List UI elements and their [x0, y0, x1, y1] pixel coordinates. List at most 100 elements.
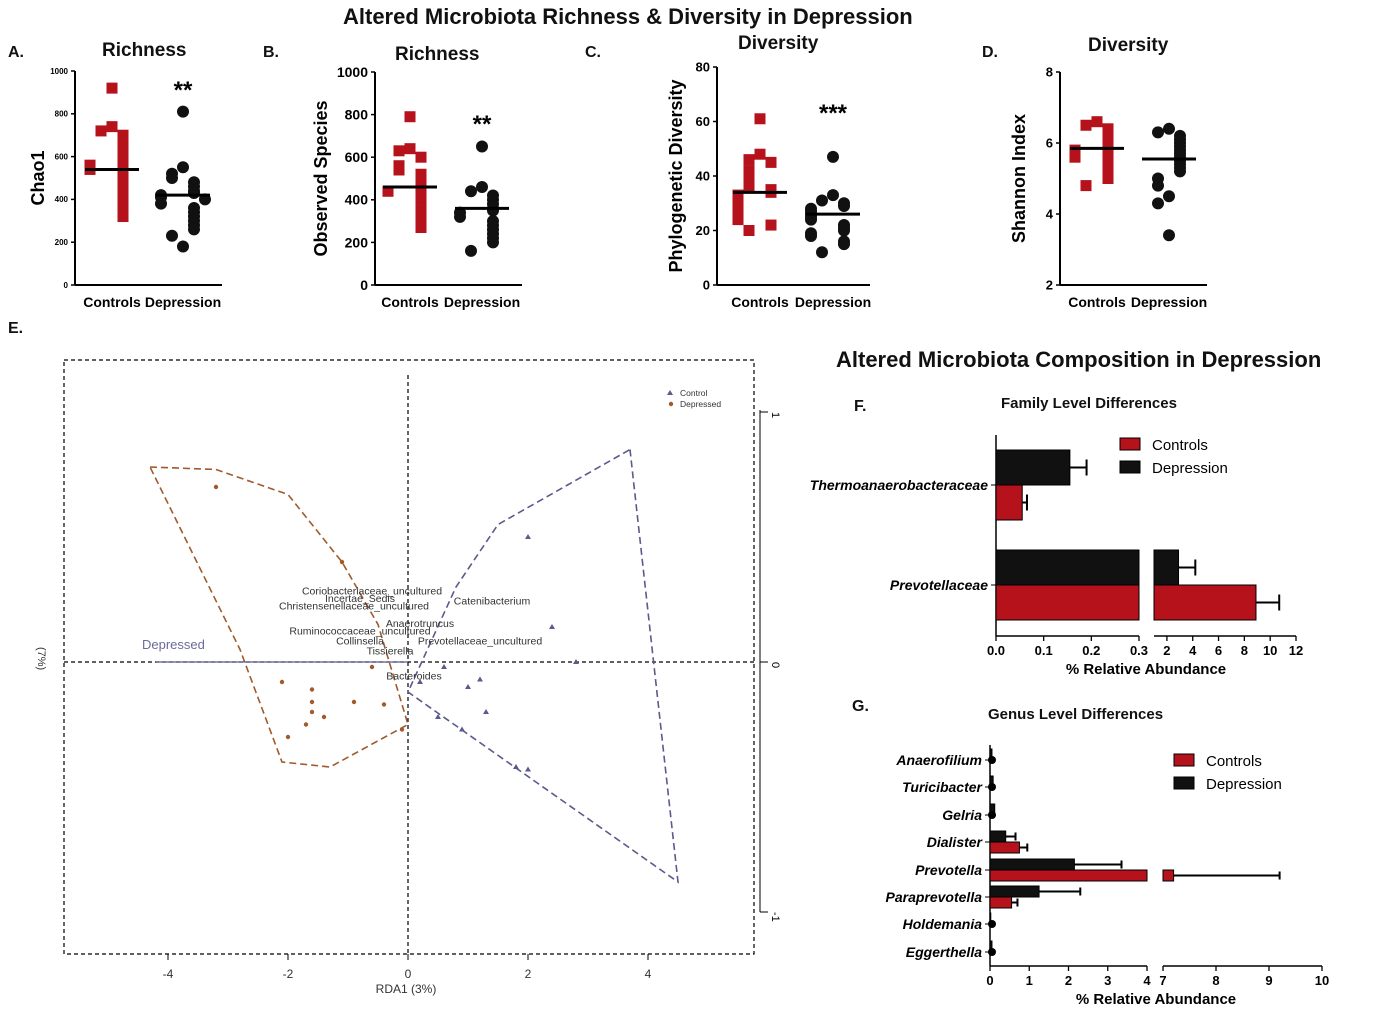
control-point [1080, 180, 1092, 192]
category-label: Prevotellaceae [890, 577, 988, 593]
y-tick-label: 0 [64, 281, 69, 290]
control-point [1080, 119, 1092, 131]
x-axis-label: % Relative Abundance [1076, 991, 1236, 1008]
x-axis-label: RDA1 (3%) [376, 982, 437, 996]
control-bar [989, 869, 1148, 882]
depression-point [816, 246, 828, 259]
x-tick-label: 4 [1189, 643, 1197, 658]
x-tick-label: 0 [986, 973, 993, 988]
depression-point [487, 204, 499, 217]
x-tick-label: 8 [1212, 973, 1219, 988]
depression-point [1152, 179, 1164, 192]
control-point [743, 181, 755, 193]
panel-b-title: Richness [395, 44, 480, 65]
panel-b-chart: 0 200 400 600 800 1000 Observed Species Control… [311, 64, 522, 310]
depression-point [177, 105, 189, 118]
category-label: Dialister [927, 834, 984, 850]
control-point [754, 113, 766, 125]
legend-depressed-label: Depressed [680, 399, 721, 409]
depressed-vector-label: Depressed [142, 637, 205, 652]
x-tick-label: 2 [1163, 643, 1170, 658]
y-tick-label: 2 [1046, 278, 1053, 293]
control-bar [1162, 869, 1175, 882]
panel-a-title: Richness [102, 40, 187, 61]
category-label: Paraprevotella [886, 889, 983, 905]
depression-point [177, 240, 189, 253]
depressed-point [285, 734, 291, 740]
control-point [404, 143, 416, 155]
control-point [732, 214, 744, 226]
control-point [513, 764, 519, 769]
legend-controls-label: Controls [1152, 437, 1208, 454]
depression-bar [989, 830, 1007, 843]
x-category-label: Controls [381, 294, 439, 310]
category-label: Prevotella [915, 862, 982, 878]
composition-title: Altered Microbiota Composition in Depres… [836, 347, 1322, 372]
x-tick-label: 4 [1143, 973, 1151, 988]
x-tick-label: 2 [525, 967, 532, 981]
taxon-label: Anaerotruncus [386, 618, 454, 630]
depression-point [1152, 197, 1164, 210]
panel-f-chart: 0.0 0.1 0.2 0.3 2 4 6 8 10 12 % Relative Abundance… [810, 435, 1303, 678]
control-point [117, 211, 129, 223]
control-point [483, 709, 489, 714]
y-tick-label: 8 [1046, 65, 1053, 80]
control-point [525, 534, 531, 539]
category-label: Turicibacter [902, 779, 983, 795]
category-label: Thermoanaerobacteraceae [810, 477, 988, 493]
panel-g-chart: 0 1 2 3 4 7 8 9 10 % Relative Abundance Anaerofili… [886, 745, 1329, 1008]
control-point [415, 183, 427, 195]
depression-point [465, 244, 477, 257]
control-point [441, 664, 447, 669]
y-axis-label: Chao1 [28, 150, 48, 205]
depression-point [465, 185, 477, 198]
category-label: Holdemania [903, 916, 983, 932]
x-tick-label: 6 [1215, 643, 1222, 658]
panel-label-c: C. [585, 44, 601, 61]
depression-point [838, 199, 850, 212]
y-tick-label: 6 [1046, 136, 1053, 151]
depressed-point [309, 699, 315, 705]
control-point [549, 624, 555, 629]
depressed-point [369, 664, 375, 670]
x-tick-label: 10 [1263, 643, 1277, 658]
depression-point [1152, 126, 1164, 139]
right-tick-label: 0 [769, 662, 781, 668]
control-point [1102, 144, 1114, 156]
depressed-point [279, 679, 285, 685]
depression-bar [995, 449, 1071, 486]
depression-point [805, 213, 817, 226]
control-point [459, 726, 465, 732]
depression-point [476, 181, 488, 194]
legend-control-label: Control [680, 388, 708, 398]
control-bar [995, 484, 1023, 521]
y-tick-label: 0 [703, 278, 710, 293]
control-point [765, 219, 777, 231]
x-category-label: Controls [731, 294, 789, 310]
control-hull [406, 448, 679, 884]
panel-label-g: G. [852, 698, 869, 715]
control-bar [995, 584, 1140, 621]
depression-point [177, 161, 189, 174]
y-tick-label: 600 [345, 149, 369, 165]
x-tick-label: 0.0 [987, 643, 1005, 658]
depressed-point [309, 709, 315, 715]
small-value-dot [988, 756, 996, 764]
control-point [417, 679, 423, 684]
significance-marker: ** [473, 111, 492, 138]
control-point [106, 121, 118, 133]
depressed-point [351, 699, 357, 705]
x-category-label: Controls [1068, 294, 1126, 310]
depression-point [1163, 122, 1175, 135]
y-tick-label: 200 [345, 234, 369, 250]
depressed-point [339, 559, 345, 565]
significance-marker: ** [174, 77, 193, 104]
small-value-dot [988, 948, 996, 956]
depression-point [476, 140, 488, 153]
x-tick-label: 10 [1315, 973, 1329, 988]
x-tick-label: 7 [1159, 973, 1166, 988]
control-point [415, 221, 427, 233]
x-category-label: Depression [444, 294, 520, 310]
control-point [106, 82, 118, 94]
x-tick-label: 9 [1265, 973, 1272, 988]
